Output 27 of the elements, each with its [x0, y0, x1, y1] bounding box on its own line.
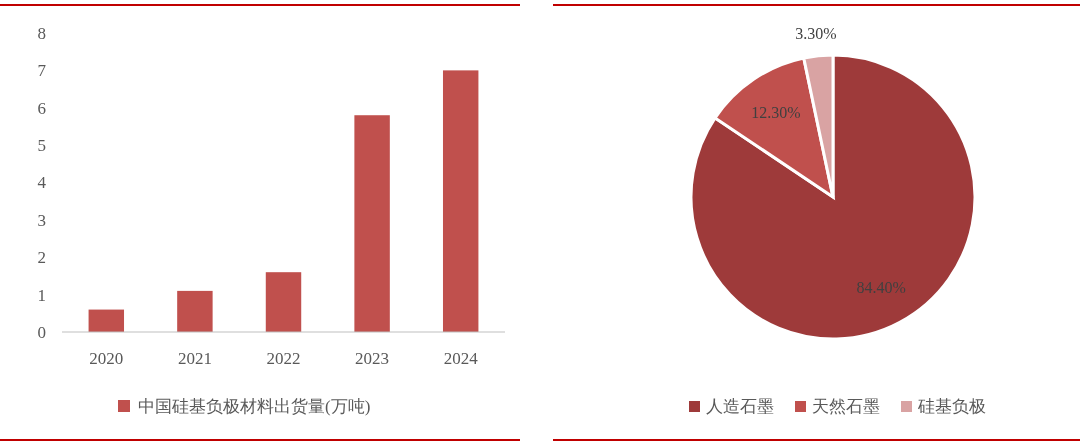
- x-tick-label: 2020: [89, 349, 124, 368]
- y-tick-label: 6: [37, 98, 46, 118]
- bar: [88, 309, 125, 332]
- data-label: 12.30%: [751, 103, 801, 121]
- y-tick-label: 4: [37, 173, 47, 193]
- x-tick-label: 2022: [266, 349, 301, 368]
- pie-slice: [689, 53, 977, 341]
- bar: [177, 290, 213, 332]
- legend-label: 人造石墨: [706, 397, 774, 416]
- legend-label: 天然石墨: [812, 397, 880, 416]
- legend-label: 中国硅基负极材料出货量(万吨): [138, 397, 371, 416]
- x-tick-label: 2023: [355, 349, 390, 368]
- legend-label: 硅基负极: [917, 397, 986, 416]
- bar: [354, 115, 390, 332]
- data-label: 84.40%: [856, 278, 906, 296]
- x-tick-label: 2024: [443, 349, 479, 368]
- y-tick-label: 0: [37, 322, 46, 342]
- y-tick-label: 1: [37, 285, 46, 305]
- bar: [265, 272, 302, 332]
- data-label: 3.30%: [795, 24, 837, 42]
- y-tick-label: 7: [37, 61, 47, 81]
- x-tick-label: 2021: [177, 349, 212, 368]
- y-tick-label: 2: [37, 248, 46, 268]
- y-tick-label: 8: [37, 23, 46, 43]
- y-tick-label: 5: [37, 136, 46, 156]
- bar: [442, 70, 479, 332]
- y-tick-label: 3: [37, 210, 46, 230]
